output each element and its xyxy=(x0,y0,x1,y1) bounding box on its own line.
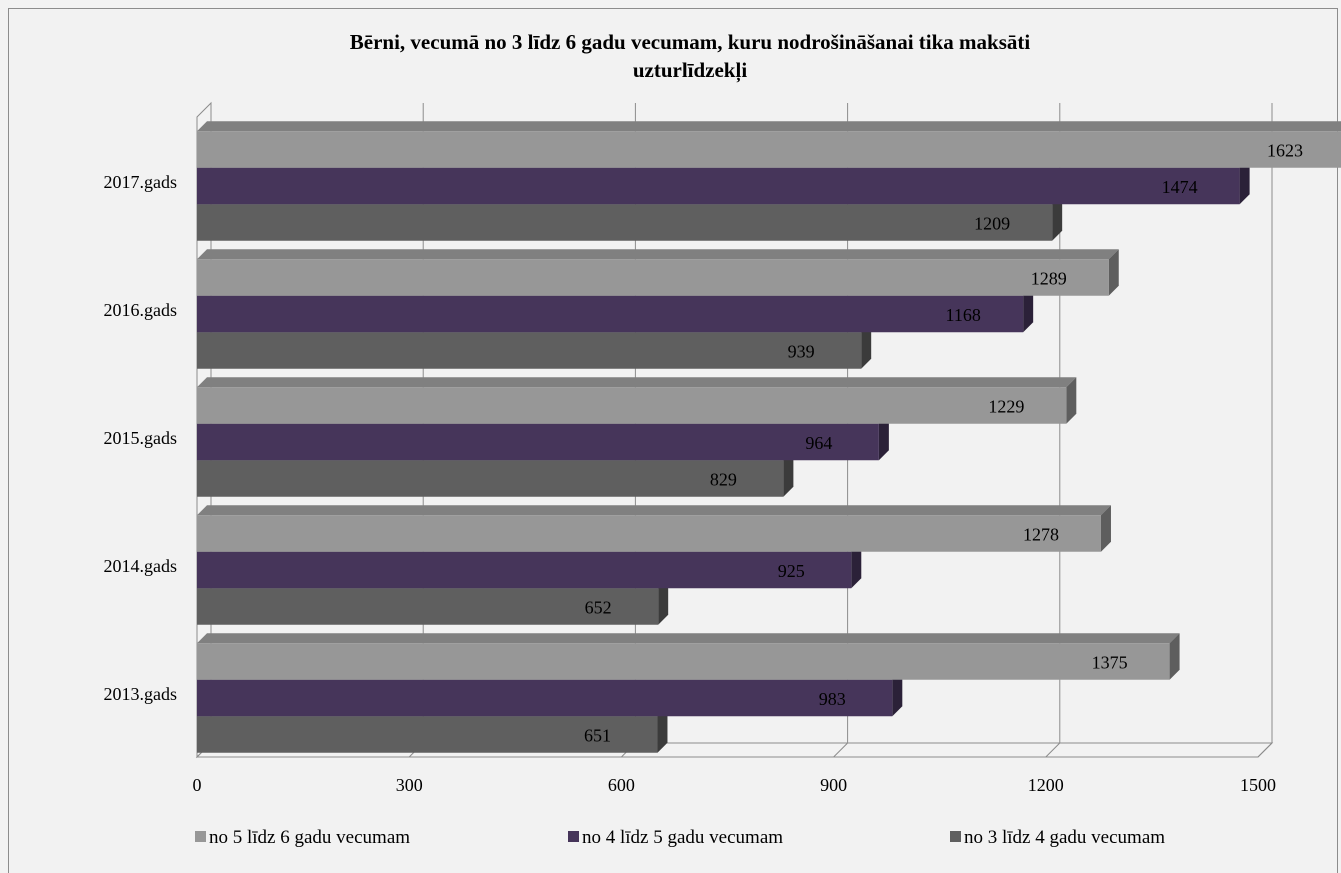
bar-top-face xyxy=(197,377,1077,388)
legend-swatch xyxy=(195,831,206,842)
data-label: 964 xyxy=(805,433,832,453)
category-label: 2014.gads xyxy=(104,556,178,576)
data-label: 651 xyxy=(584,726,611,746)
x-tick-label: 1500 xyxy=(1240,775,1276,795)
bar-front-face xyxy=(197,332,862,369)
bar-side-face xyxy=(658,578,669,625)
bar-top-face xyxy=(197,633,1180,644)
data-label: 1289 xyxy=(1031,269,1067,289)
bar xyxy=(197,377,1077,424)
bar-front-face xyxy=(197,716,658,753)
gridline-floor xyxy=(1045,742,1061,758)
data-label: 1209 xyxy=(974,214,1010,234)
bar-front-face xyxy=(197,131,1341,168)
bar-side-face xyxy=(1066,377,1077,424)
bar-side-face xyxy=(861,322,872,369)
data-label: 1168 xyxy=(945,305,980,325)
legend-label: no 5 līdz 6 gadu vecumam xyxy=(209,827,410,848)
bar-top-face xyxy=(197,121,1341,132)
bar-side-face xyxy=(1169,633,1180,680)
bar-side-face xyxy=(657,706,668,753)
bar-side-face xyxy=(1023,285,1034,333)
legend-swatch xyxy=(568,831,579,842)
bar-top-face xyxy=(197,505,1111,516)
bar-front-face xyxy=(197,588,659,625)
bar xyxy=(197,249,1119,296)
data-label: 652 xyxy=(585,598,612,618)
bar-front-face xyxy=(197,204,1053,241)
bar-side-face xyxy=(851,541,862,589)
legend-label: no 4 līdz 5 gadu vecumam xyxy=(582,827,783,848)
bar-front-face xyxy=(197,295,1024,333)
x-tick-label: 0 xyxy=(193,775,202,795)
bar-side-face xyxy=(1239,157,1250,205)
data-label: 1623 xyxy=(1267,141,1303,161)
bar xyxy=(197,633,1180,680)
bar-front-face xyxy=(197,643,1170,680)
legend-label: no 3 līdz 4 gadu vecumam xyxy=(964,827,1165,848)
bar-front-face xyxy=(197,167,1240,205)
gridline-floor xyxy=(833,742,848,758)
bar-front-face xyxy=(197,387,1067,424)
x-tick-label: 1200 xyxy=(1028,775,1064,795)
bar-front-face xyxy=(197,259,1109,296)
bar-side-face xyxy=(1108,249,1119,296)
bar-side-face xyxy=(892,669,903,717)
x-tick-label: 300 xyxy=(396,775,423,795)
bar-front-face xyxy=(197,679,893,717)
data-label: 1278 xyxy=(1023,525,1059,545)
data-label: 939 xyxy=(788,342,815,362)
data-label: 1229 xyxy=(988,397,1024,417)
data-label: 829 xyxy=(710,470,737,490)
bar xyxy=(197,121,1341,168)
bar-front-face xyxy=(197,423,879,461)
bar-front-face xyxy=(197,551,852,589)
data-label: 1474 xyxy=(1162,177,1198,197)
data-label: 925 xyxy=(778,561,805,581)
bar-side-face xyxy=(878,413,889,461)
bar-side-face xyxy=(1052,194,1063,241)
bar-side-face xyxy=(783,450,794,497)
bar-side-face xyxy=(1100,505,1111,552)
category-label: 2016.gads xyxy=(104,300,178,320)
bar-front-face xyxy=(197,460,784,497)
category-label: 2015.gads xyxy=(104,428,178,448)
data-label: 1375 xyxy=(1092,653,1128,673)
legend-swatch xyxy=(950,831,961,842)
bar-top-face xyxy=(197,249,1119,260)
chart-title-line-2: uzturlīdzekļi xyxy=(633,58,747,83)
x-tick-label: 900 xyxy=(820,775,847,795)
chart-title-line-1: Bērni, vecumā no 3 līdz 6 gadu vecumam, … xyxy=(350,30,1031,54)
x-tick-label: 600 xyxy=(608,775,635,795)
bar-front-face xyxy=(197,515,1101,552)
category-label: 2017.gads xyxy=(104,172,178,192)
category-label: 2013.gads xyxy=(104,684,178,704)
gridline-floor xyxy=(1257,742,1273,758)
data-label: 983 xyxy=(819,689,846,709)
bar xyxy=(197,505,1111,552)
